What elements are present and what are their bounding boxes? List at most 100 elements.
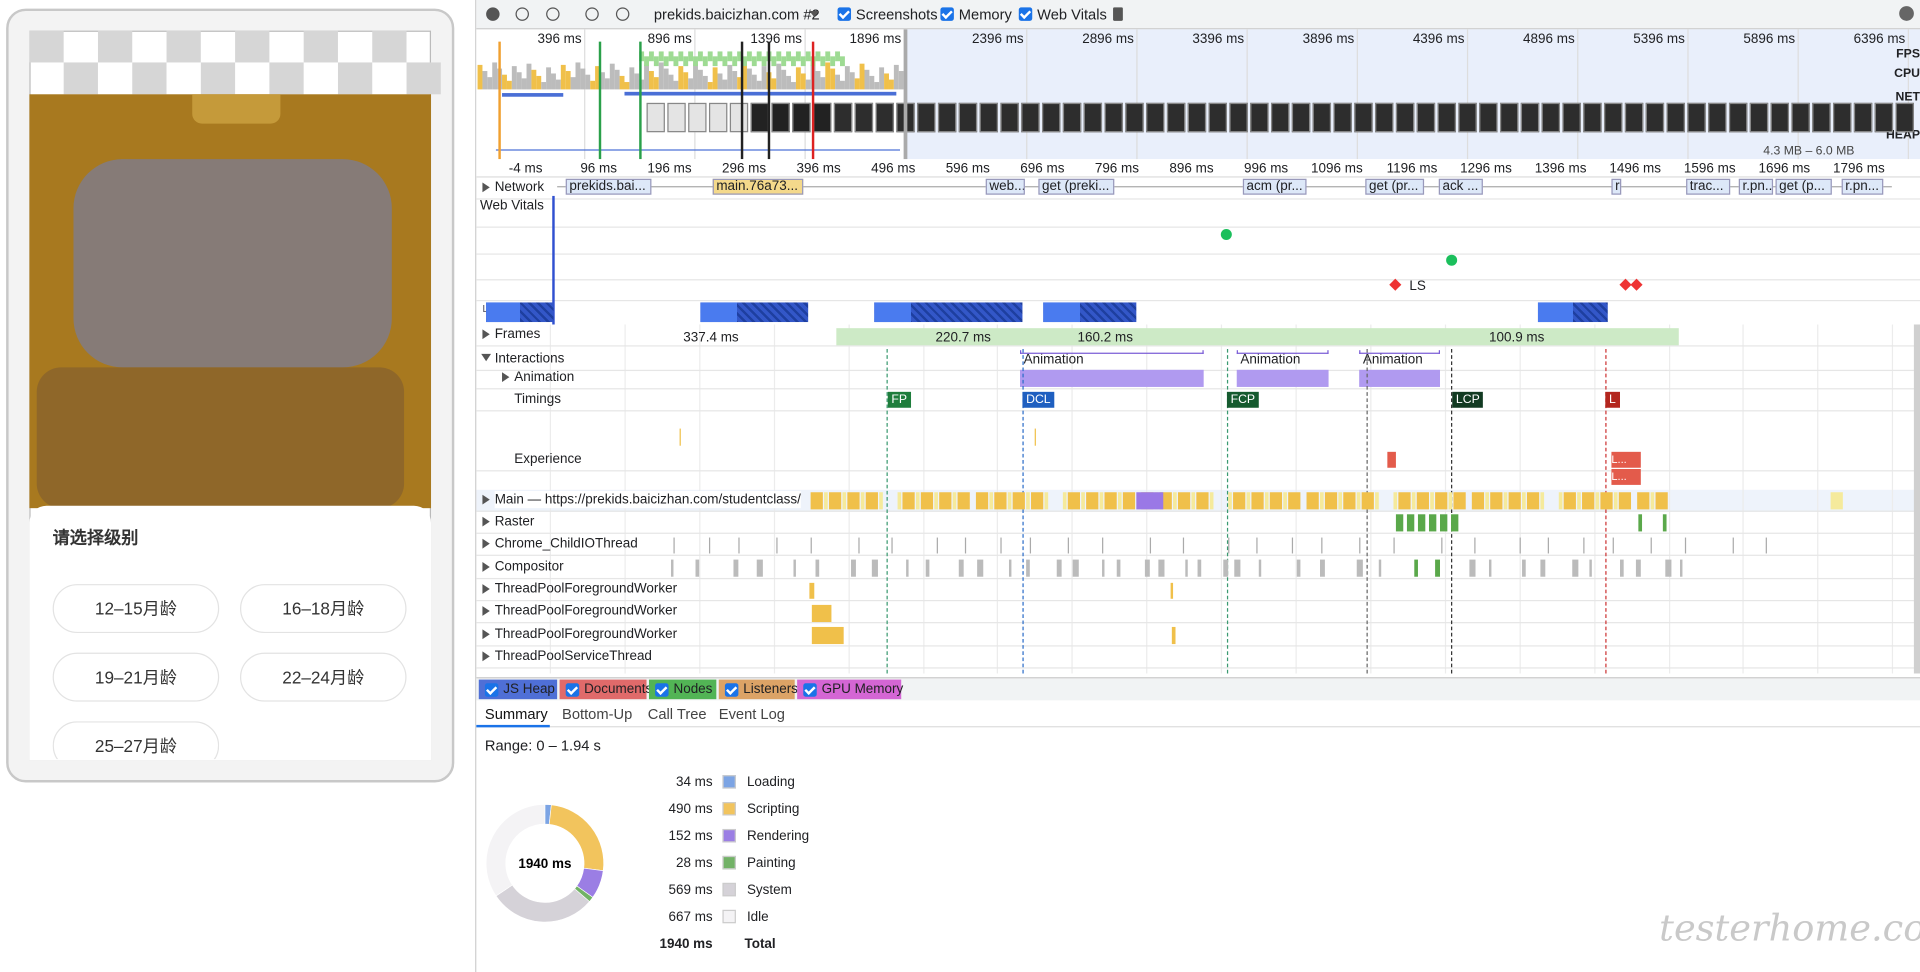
upload-button[interactable] (585, 7, 599, 21)
raster-task (1428, 514, 1437, 532)
cpu-area (555, 79, 561, 90)
checkbox-label[interactable]: Memory (958, 6, 1012, 24)
worker-task (811, 626, 844, 645)
animation-label: Animation (1023, 352, 1084, 368)
cpu-area (595, 66, 601, 90)
io-task (1441, 537, 1443, 554)
timing-marker: FP (887, 391, 911, 408)
clear-button[interactable] (546, 7, 560, 21)
network-request (1438, 178, 1483, 195)
timing-marker: LCP (1452, 391, 1484, 408)
network-line (557, 186, 1892, 188)
fps-bar (693, 56, 698, 67)
vitals-grid (476, 226, 1920, 228)
main-task (1283, 492, 1287, 510)
network-label: get (pr... (1368, 178, 1419, 194)
checkbox (724, 683, 739, 697)
ruler-tick: 18 (1888, 160, 1920, 177)
cpu-area (776, 63, 782, 90)
reload-button[interactable] (515, 7, 529, 21)
cpu-area (697, 69, 703, 90)
main-task (824, 492, 828, 510)
track-separator (476, 388, 1920, 390)
timing-marker: L (1605, 391, 1620, 408)
checker (269, 62, 304, 95)
download-button[interactable] (615, 7, 630, 21)
screenshot-thumb (1479, 102, 1498, 133)
cpu-area (717, 73, 723, 90)
compositor-task (1223, 559, 1229, 577)
main-task (1012, 492, 1025, 510)
main-task (989, 492, 994, 510)
checkbox-label[interactable]: Web Vitals (1037, 6, 1107, 24)
fps-bar (756, 51, 762, 62)
main-task (1136, 492, 1164, 510)
level-option[interactable]: 22–24月龄 (240, 652, 407, 702)
cpu-area (761, 66, 767, 90)
overview-tick: 5896 ms (1743, 31, 1796, 47)
overview-tick: 1896 ms (849, 31, 902, 47)
tab[interactable]: Call Tree (647, 705, 707, 723)
memory-label: JS Heap (503, 682, 555, 697)
expand-arrow (482, 516, 490, 527)
ruler-tick: 896 ms (1169, 161, 1214, 177)
tab[interactable]: Bottom-Up (562, 705, 633, 723)
target-select[interactable]: prekids.baicizhan.com #2 (653, 6, 820, 24)
track-separator (476, 300, 1920, 302)
checker (63, 62, 98, 95)
cpu-area (644, 64, 649, 90)
record-button[interactable] (486, 7, 500, 21)
compositor-task (1589, 559, 1592, 577)
fps-bar (820, 56, 826, 67)
memory-toggle[interactable] (559, 679, 647, 700)
screenshot-thumb (1395, 102, 1415, 133)
cpu-area (732, 71, 738, 90)
cpu-area (844, 66, 850, 90)
cpu-area (727, 64, 733, 90)
tab[interactable]: Summary (484, 705, 548, 723)
checker (406, 62, 441, 95)
io-task (1182, 537, 1185, 554)
cpu-area (634, 73, 640, 90)
compositor-task (1414, 559, 1418, 577)
expand-arrow (482, 562, 490, 572)
overview-tick: 4896 ms (1523, 31, 1575, 47)
checkbox-label[interactable]: Screenshots (855, 6, 938, 24)
main-task (1485, 492, 1489, 510)
compositor-task (793, 559, 796, 577)
summary-swatch (722, 882, 736, 897)
screenshot-thumb (1229, 102, 1248, 133)
cpu-area (712, 67, 718, 90)
expand-arrow (502, 372, 510, 383)
track-label: Network (494, 180, 545, 195)
overview-handle (903, 29, 908, 160)
main-task (1104, 492, 1117, 510)
tab[interactable]: Event Log (718, 705, 785, 723)
memory-toggle[interactable] (797, 679, 902, 700)
cpu-area (756, 80, 762, 90)
io-task (1765, 537, 1767, 554)
level-option[interactable]: 25–27月龄 (52, 721, 220, 760)
overview-tick: 396 ms (537, 31, 582, 47)
overview-tick: 3896 ms (1302, 31, 1355, 47)
experience-marker: L... (1611, 468, 1641, 485)
level-option[interactable]: 12–15月龄 (52, 584, 220, 634)
level-option[interactable]: 16–18月龄 (240, 584, 407, 634)
track-separator (476, 554, 1920, 556)
scrollbar (1913, 324, 1920, 674)
main-task (1191, 492, 1196, 510)
fps-bar (840, 56, 845, 67)
screenshot-thumb (771, 102, 790, 133)
summary-swatch (722, 909, 736, 924)
main-task (897, 492, 902, 510)
level-option[interactable]: 19–21月龄 (52, 652, 220, 702)
track-separator (476, 645, 1920, 647)
screenshot-thumb (1208, 102, 1227, 133)
raster-task (1395, 514, 1404, 532)
main-task (847, 492, 860, 510)
track-label: Animation (514, 369, 575, 385)
cpu-area (629, 67, 635, 90)
screenshot-thumb (1062, 102, 1082, 133)
memory-label: Listeners (743, 682, 798, 697)
